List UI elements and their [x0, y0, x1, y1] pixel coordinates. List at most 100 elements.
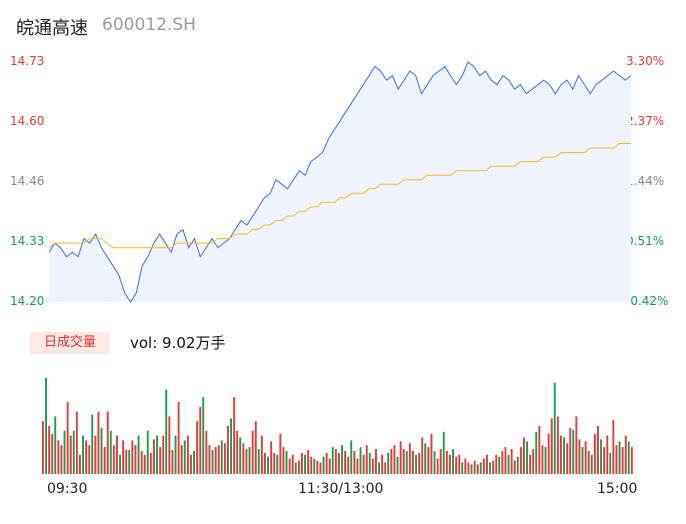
volume-bar — [94, 435, 97, 474]
volume-bar — [242, 443, 245, 474]
volume-bar — [569, 427, 572, 474]
volume-bar — [378, 462, 380, 474]
volume-bar — [220, 440, 223, 474]
volume-bar — [590, 454, 593, 474]
volume-bar — [100, 427, 103, 474]
volume-bar — [214, 447, 217, 474]
volume-bar — [603, 447, 606, 474]
volume-bar — [322, 456, 325, 474]
price-tick-4: 14.33 — [10, 234, 45, 248]
volume-bar — [461, 462, 464, 474]
volume-bar — [153, 439, 155, 474]
volume-bar — [57, 440, 60, 474]
volume-bar — [319, 462, 322, 474]
volume-bar — [442, 431, 445, 474]
volume-bar — [156, 435, 158, 474]
price-tick-5: 14.20 — [10, 294, 45, 308]
volume-bar — [297, 460, 300, 474]
volume-bar — [82, 435, 84, 474]
volume-bar — [458, 454, 461, 474]
volume-bar — [196, 421, 199, 474]
volume-bar — [149, 452, 152, 474]
volume-bar — [486, 454, 488, 474]
price-tick-3: 14.46 — [10, 174, 45, 188]
volume-bar — [563, 437, 565, 474]
volume-bar — [304, 454, 306, 474]
volume-bar — [223, 443, 226, 474]
volume-bar — [402, 449, 405, 474]
volume-bar — [307, 450, 310, 474]
volume-bar — [498, 456, 501, 474]
volume-bar — [72, 430, 75, 474]
pct-tick-1: 3.30% — [626, 54, 665, 68]
volume-bar — [282, 447, 285, 474]
volume-bar — [69, 435, 72, 474]
volume-bar — [541, 445, 544, 474]
volume-bar — [254, 421, 257, 474]
volume-bar — [128, 450, 131, 474]
volume-bar — [553, 382, 556, 474]
volume-bar — [233, 397, 236, 474]
price-line — [48, 61, 632, 303]
volume-bar — [452, 449, 454, 474]
time-tick-open: 09:30 — [47, 481, 88, 497]
volume-bar — [495, 454, 498, 474]
volume-bar — [516, 456, 519, 474]
volume-bar — [405, 451, 408, 474]
volume-bar — [140, 451, 143, 474]
volume-bar — [532, 449, 535, 474]
volume-bar — [587, 451, 590, 474]
volume-bar — [63, 430, 66, 474]
price-tick-1: 14.73 — [10, 54, 45, 68]
volume-bar — [390, 449, 393, 474]
volume-bar — [492, 460, 495, 474]
volume-bar — [276, 454, 279, 474]
volume-bar — [66, 402, 69, 474]
volume-bar — [79, 454, 81, 474]
volume-bar — [116, 435, 118, 474]
pct-tick-4: 0.51% — [626, 234, 665, 248]
volume-bar — [581, 447, 584, 474]
volume-bar — [174, 435, 177, 474]
volume-bar — [415, 454, 417, 474]
volume-bar — [338, 452, 340, 474]
volume-bar — [236, 430, 239, 474]
volume-bar — [211, 450, 214, 474]
volume-bar — [408, 443, 411, 474]
volume-bar — [467, 462, 470, 474]
volume-bar — [600, 439, 602, 474]
volume-bar — [439, 449, 442, 474]
volume-bar — [356, 458, 359, 474]
volume-bar — [538, 426, 541, 474]
volume-bar — [482, 458, 485, 474]
volume-bar — [331, 447, 334, 474]
volume-bar — [341, 445, 343, 474]
volume-bar — [134, 445, 137, 474]
volume-bar — [260, 435, 263, 474]
volume-bar — [436, 458, 439, 474]
volume-bar — [560, 435, 562, 474]
pct-tick-3: 1.44% — [626, 174, 665, 188]
volume-bar — [316, 460, 319, 474]
volume-bar — [593, 433, 596, 474]
volume-bar — [609, 452, 612, 474]
volume-bar — [45, 378, 47, 474]
volume-bar — [328, 458, 331, 474]
volume-bar — [489, 462, 491, 474]
volume-bar — [445, 451, 448, 474]
volume-bar — [313, 458, 316, 474]
volume-bar — [507, 454, 510, 474]
volume-bar — [470, 464, 473, 474]
volume-bar — [122, 440, 125, 474]
volume-tab[interactable]: 日成交量 — [30, 332, 110, 354]
volume-bar — [112, 445, 115, 474]
stock-code: 600012.SH — [102, 15, 196, 35]
volume-bar — [630, 447, 633, 474]
volume-bar — [375, 449, 377, 474]
volume-bar — [217, 445, 220, 474]
volume-bar — [91, 414, 94, 474]
volume-bar — [42, 421, 44, 474]
volume-bar — [387, 452, 390, 474]
volume-bar — [257, 449, 260, 474]
volume-bar — [529, 454, 532, 474]
